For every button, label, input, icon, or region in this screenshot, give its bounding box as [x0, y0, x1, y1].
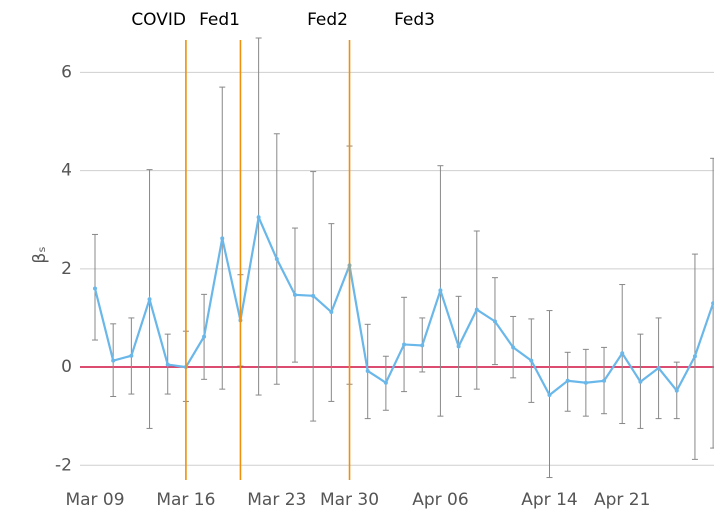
- point: [474, 307, 479, 312]
- point: [329, 310, 334, 315]
- point: [274, 257, 279, 261]
- point: [111, 358, 116, 363]
- point: [165, 362, 170, 367]
- point: [202, 334, 207, 339]
- point: [711, 301, 714, 306]
- y-tick-label: 6: [61, 62, 72, 82]
- x-tick-label: Mar 23: [247, 490, 306, 510]
- point: [620, 351, 625, 356]
- point: [420, 343, 425, 348]
- y-tick-label: 4: [61, 161, 72, 181]
- x-tick-label: Apr 21: [594, 490, 650, 510]
- point: [93, 286, 97, 291]
- point: [529, 358, 534, 363]
- y-axis-label: βₛ: [30, 246, 50, 263]
- point: [602, 378, 607, 383]
- y-tick-label: 2: [61, 259, 72, 279]
- annotation: Fed2: [307, 10, 348, 30]
- x-tick-label: Apr 06: [412, 490, 468, 510]
- x-tick-label: Apr 14: [521, 490, 577, 510]
- y-tick-label: 0: [61, 357, 72, 377]
- annotation: Fed3: [394, 10, 435, 30]
- point: [256, 215, 261, 220]
- point: [492, 319, 497, 324]
- point: [311, 293, 316, 298]
- point: [402, 342, 407, 347]
- point: [129, 353, 134, 358]
- point: [365, 368, 370, 373]
- point: [292, 292, 297, 297]
- point: [583, 380, 588, 385]
- point: [547, 393, 552, 398]
- point: [220, 236, 225, 241]
- point: [656, 366, 661, 371]
- point: [147, 297, 152, 302]
- y-tick-label: -2: [55, 455, 72, 475]
- point: [456, 344, 461, 349]
- point: [565, 378, 570, 383]
- x-tick-label: Mar 16: [156, 490, 215, 510]
- x-tick-label: Mar 09: [65, 490, 124, 510]
- point: [638, 379, 643, 384]
- annotation: Fed1: [199, 10, 240, 30]
- point: [383, 380, 388, 385]
- point: [438, 288, 443, 293]
- point: [511, 345, 516, 350]
- point: [674, 388, 679, 393]
- point: [692, 354, 697, 359]
- annotation: COVID: [131, 10, 186, 30]
- x-tick-label: Mar 30: [320, 490, 379, 510]
